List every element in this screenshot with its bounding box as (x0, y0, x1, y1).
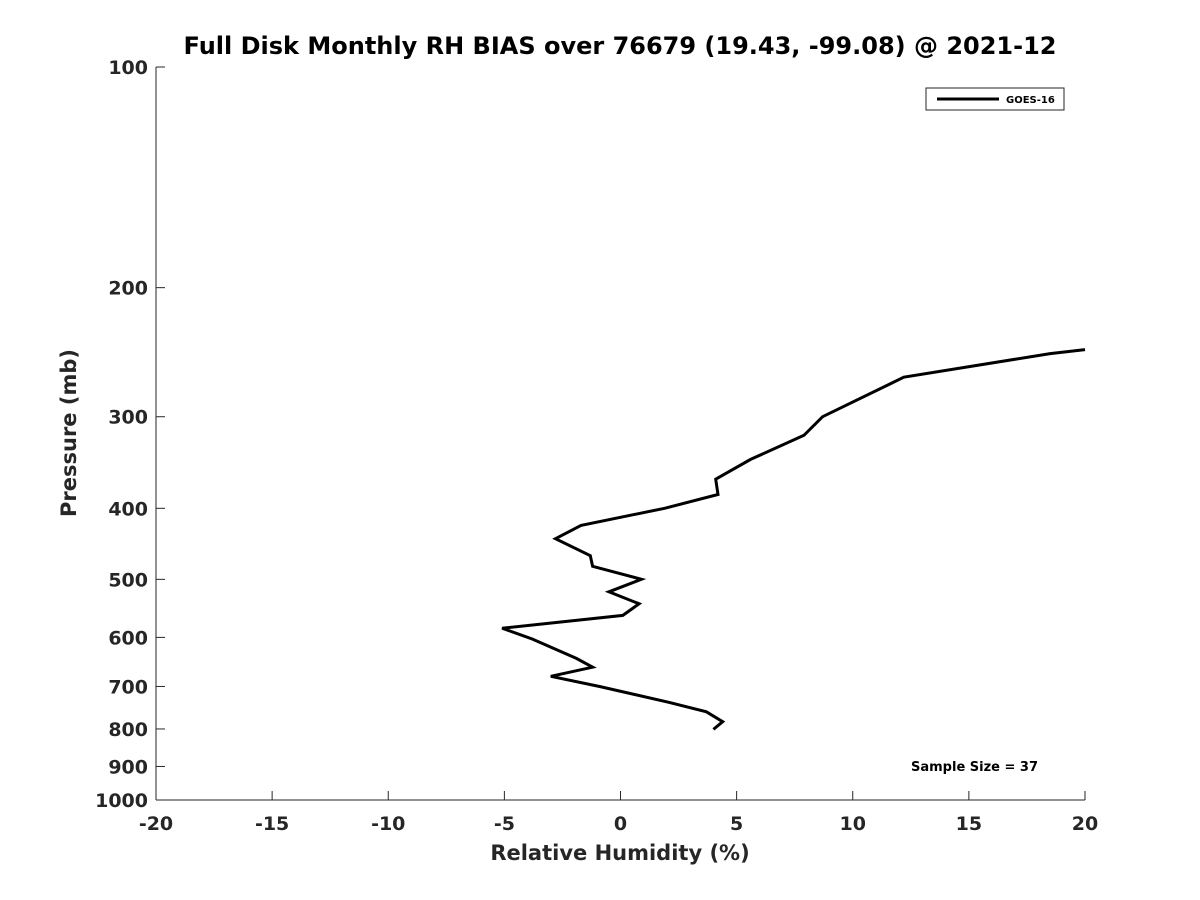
x-tick-label: 15 (956, 813, 982, 835)
x-tick-label: -15 (255, 813, 289, 835)
legend: GOES-16 (925, 87, 1065, 111)
x-tick-label: -20 (139, 813, 173, 835)
y-axis-label: Pressure (mb) (57, 349, 81, 517)
y-tick-label: 300 (108, 407, 148, 429)
y-tick-label: 400 (108, 498, 148, 520)
x-tick-label: -10 (371, 813, 405, 835)
x-tick-label: -5 (494, 813, 515, 835)
x-tick-label: 10 (840, 813, 866, 835)
y-tick-label: 600 (108, 627, 148, 649)
series-layer (501, 348, 1086, 731)
y-tick-label: 200 (108, 278, 148, 300)
y-tick-label: 500 (108, 569, 148, 591)
chart-title: Full Disk Monthly RH BIAS over 76679 (19… (184, 32, 1057, 60)
y-tick-label: 900 (108, 756, 148, 778)
legend-label-goes-16: GOES-16 (1006, 95, 1055, 106)
x-tick-label: 20 (1072, 813, 1098, 835)
series-line-goes-16 (501, 348, 1086, 731)
y-tick-label: 1000 (95, 790, 148, 812)
x-tick-label: 5 (730, 813, 743, 835)
plot-area (156, 67, 1085, 800)
sample-size-annotation: Sample Size = 37 (911, 760, 1038, 775)
y-tick-label: 100 (108, 57, 148, 79)
y-tick-label: 800 (108, 719, 148, 741)
y-axis-ticks: 100 200 300 400 500 600 700 800 900 1000 (95, 57, 165, 812)
y-tick-label: 700 (108, 676, 148, 698)
x-axis-label: Relative Humidity (%) (490, 841, 749, 865)
x-tick-label: 0 (614, 813, 627, 835)
x-axis-ticks: -20 -15 -10 -5 0 5 10 15 20 (139, 791, 1098, 835)
